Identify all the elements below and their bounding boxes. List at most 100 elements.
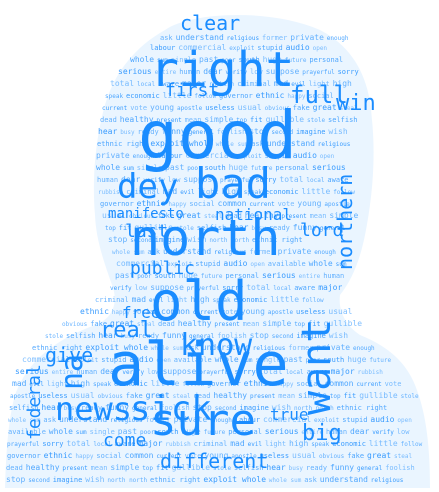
word-south: south — [155, 272, 176, 280]
word-national: national — [215, 205, 292, 224]
word-usual: usual — [292, 451, 316, 460]
word-federal: federal — [24, 364, 45, 440]
word-local: local — [306, 177, 324, 184]
word-enough: enough — [210, 417, 232, 424]
word-free: free — [122, 303, 161, 322]
word-stupid: stupid — [101, 356, 126, 364]
word-gullible: gullible — [134, 223, 173, 232]
word-economic: economic — [114, 380, 148, 388]
word-exploit: exploit — [229, 45, 255, 52]
word-little: little — [270, 295, 299, 304]
word-high: high — [71, 379, 90, 388]
word-usual: usual — [102, 211, 126, 220]
word-aware: aware — [158, 80, 179, 88]
word-busy: busy — [121, 333, 136, 340]
word-na: na — [55, 354, 90, 390]
word-commercial: commercial — [185, 151, 233, 160]
word-governor: governor — [219, 92, 253, 100]
word-obvious: obvious — [62, 321, 88, 328]
word-mad: mad — [274, 79, 289, 88]
word-human: human — [323, 272, 344, 280]
word-mean: mean — [278, 392, 295, 400]
word-enough: enough — [314, 249, 336, 256]
word-funny: funny — [162, 331, 186, 340]
word-prayerful: prayerful — [7, 441, 40, 448]
word-imagine: imagine — [53, 476, 83, 484]
word-dead: dead — [6, 464, 23, 472]
word-vote: vote — [385, 380, 402, 388]
word-religious: religious — [227, 35, 260, 42]
word-commercial: commercial — [22, 355, 70, 364]
word-aware: aware — [294, 284, 315, 292]
word-enough: enough — [327, 35, 349, 42]
word-lord: lord — [300, 220, 343, 241]
word-whole: whole — [96, 163, 120, 172]
word-audio: audio — [223, 259, 247, 268]
word-gullible: gullible — [324, 319, 363, 328]
word-useless: useless — [296, 308, 326, 316]
word-mean: mean — [185, 116, 202, 124]
word-general: general — [189, 333, 215, 340]
word-top: top — [105, 225, 116, 232]
word-manifesto: manifesto — [108, 206, 184, 222]
word-prayerful: prayerful — [302, 69, 335, 76]
word-whole: whole — [215, 355, 239, 364]
word-second: second — [271, 129, 293, 136]
word-suppose: suppose — [150, 283, 184, 292]
word-full: full — [290, 81, 348, 109]
word-obvious: obvious — [319, 453, 345, 460]
word-entire: entire — [52, 369, 74, 376]
word-major: major — [138, 439, 162, 448]
word-little: little — [369, 439, 398, 448]
word-future: future — [204, 429, 226, 436]
word-single: single — [137, 164, 162, 172]
word-former: former — [262, 34, 287, 42]
word-past: past — [115, 271, 134, 280]
word-exploit: exploit — [236, 153, 262, 160]
word-fit: fit — [308, 320, 321, 328]
word-dear: dear — [100, 367, 119, 376]
word-come: come — [103, 430, 146, 451]
silhouette-shape — [5, 14, 430, 489]
word-low: low — [135, 284, 148, 292]
word-great: great — [177, 211, 201, 220]
word-ask: ask — [160, 34, 173, 42]
word-good: good — [138, 97, 297, 174]
word-steal: steal — [173, 393, 191, 400]
word-imagine: imagine — [296, 128, 326, 136]
word-second: second — [272, 333, 294, 340]
word-understand: understand — [202, 343, 250, 352]
word-major: major — [318, 283, 342, 292]
word-simple: simple — [204, 115, 233, 124]
word-simple: simple — [110, 463, 139, 472]
word-criminal: criminal — [126, 188, 160, 196]
word-gullible: gullible — [172, 463, 211, 472]
word-healthy: healthy — [213, 391, 247, 400]
word-evil: evil — [248, 441, 263, 448]
word-top: top — [330, 393, 341, 400]
word-exploit: exploit — [314, 417, 340, 424]
word-fake: fake — [347, 452, 364, 460]
word-clear: clear — [180, 11, 240, 35]
word-news: news — [55, 390, 132, 428]
word-sick: sick — [130, 389, 212, 429]
word-foolish: foolish — [160, 404, 190, 412]
word-human: human — [97, 176, 118, 184]
word-local: local — [137, 81, 155, 88]
word-fit: fit — [250, 116, 263, 124]
word-mean: mean — [243, 320, 260, 328]
word-speak: speak — [311, 441, 329, 448]
word-whole-sum: whole sum — [216, 141, 249, 148]
word-former: former — [249, 248, 274, 256]
word-stole: stole — [45, 333, 63, 340]
word-stole: stole — [307, 117, 325, 124]
word-fake: fake — [157, 212, 174, 220]
word-stop: stop — [108, 235, 127, 244]
word-wish: wish — [328, 127, 347, 136]
word-open: open — [320, 153, 335, 160]
word-huge: huge — [347, 355, 366, 364]
word-great: great — [313, 103, 337, 112]
word-foolish: foolish — [217, 128, 247, 136]
word-fit: fit — [156, 464, 169, 472]
word-high: high — [333, 79, 352, 88]
